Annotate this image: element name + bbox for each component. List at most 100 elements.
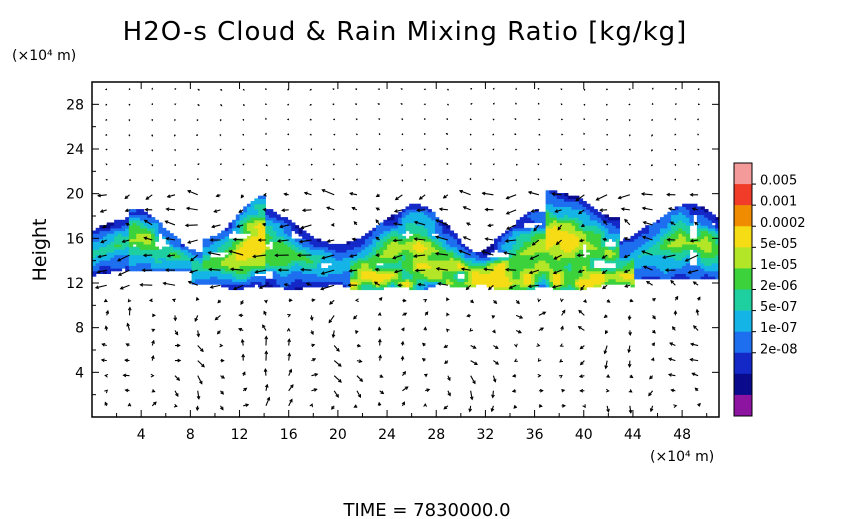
cloud-cell	[564, 276, 569, 280]
cloud-cell	[612, 251, 617, 256]
cloud-cell	[269, 251, 274, 256]
cloud-cell	[600, 219, 606, 224]
cloud-cell	[667, 211, 672, 216]
cloud-cell	[630, 251, 635, 256]
cloud-cell	[597, 230, 602, 234]
cloud-cell	[460, 284, 466, 288]
cloud-cell	[449, 265, 455, 269]
cloud-cell	[335, 246, 340, 250]
cloud-cell	[560, 217, 565, 221]
cloud-cell	[582, 214, 587, 218]
cloud-cell	[139, 219, 145, 224]
cloud-cell	[246, 257, 252, 261]
cloud-cell	[180, 254, 185, 258]
wind-vector	[463, 206, 471, 211]
wind-vector	[252, 254, 267, 258]
cloud-cell	[423, 243, 429, 248]
cloud-cell	[405, 251, 410, 256]
cloud-cell	[114, 254, 119, 258]
cloud-cell	[114, 259, 119, 264]
cloud-cell	[213, 273, 218, 277]
cloud-cell	[567, 281, 573, 285]
wind-vector-head	[331, 334, 336, 339]
cloud-cell	[272, 281, 278, 285]
cloud-cell	[423, 206, 429, 210]
cloud-cell	[700, 241, 705, 245]
cloud-cell	[280, 259, 285, 264]
cloud-cell	[527, 268, 532, 272]
wind-vector	[321, 269, 335, 275]
cloud-cell	[659, 246, 665, 250]
cloud-cell	[217, 249, 222, 253]
cloud-cell	[364, 238, 370, 242]
cloud-cell	[446, 227, 451, 232]
wind-vector-head	[443, 405, 448, 410]
cloud-cell	[187, 257, 193, 261]
cloud-cell	[254, 241, 259, 245]
cloud-cell	[648, 235, 654, 240]
cloud-cell	[409, 217, 414, 221]
cloud-cell	[446, 270, 451, 274]
cloud-cell	[99, 238, 104, 242]
cloud-cell	[582, 225, 587, 229]
cloud-cell	[567, 233, 573, 237]
wind-vector-head	[354, 88, 358, 91]
cloud-cell	[427, 262, 432, 266]
wind-vector-head	[583, 103, 586, 107]
cloud-cell	[685, 209, 691, 213]
cloud-cell	[390, 270, 396, 274]
wind-vector-head	[670, 279, 674, 284]
cloud-cell	[280, 281, 285, 285]
cloud-cell	[125, 233, 130, 237]
cloud-cell	[648, 233, 654, 237]
cloud-cell	[519, 246, 525, 250]
cloud-cell	[567, 201, 573, 205]
cloud-cell	[302, 230, 307, 234]
cloud-cell	[320, 254, 325, 258]
cloud-cell	[272, 222, 278, 226]
wind-vector-head	[560, 298, 564, 303]
wind-vector	[531, 209, 540, 213]
cloud-cell	[276, 214, 281, 218]
cloud-cell	[423, 257, 429, 261]
cloud-cell	[659, 233, 665, 237]
cloud-cell	[494, 265, 499, 269]
wind-vector-head	[105, 148, 108, 151]
cloud-cell	[423, 222, 429, 226]
wind-vector-head	[105, 134, 108, 137]
cloud-cell	[143, 230, 148, 234]
wind-vector-head	[423, 326, 428, 331]
cloud-cell	[505, 233, 510, 237]
cloud-cell	[420, 281, 425, 285]
cloud-cell	[309, 284, 314, 288]
cloud-cell	[538, 233, 543, 237]
cloud-cell	[265, 254, 270, 258]
cloud-cell	[405, 259, 410, 264]
cloud-cell	[420, 249, 425, 253]
cloud-cell	[593, 281, 598, 285]
cloud-cell	[648, 227, 654, 232]
cloud-cell	[453, 265, 458, 269]
cloud-cell	[564, 286, 569, 291]
cloud-cell	[291, 241, 296, 245]
cloud-cell	[449, 273, 455, 277]
cloud-cell	[206, 254, 211, 258]
cloud-cell	[243, 273, 248, 277]
cloud-cell	[575, 251, 580, 256]
cloud-cell	[564, 203, 569, 207]
cloud-cell	[269, 230, 274, 234]
wind-vector-head	[537, 298, 542, 303]
wind-vector-head	[184, 223, 189, 228]
wind-vector-head	[150, 373, 155, 378]
cloud-cell	[674, 251, 680, 256]
wind-vector-head	[517, 329, 522, 334]
cloud-cell	[265, 284, 270, 288]
cloud-cell	[671, 273, 676, 277]
cloud-cell	[128, 214, 134, 218]
cloud-cell	[578, 230, 584, 234]
wind-vector	[197, 390, 200, 399]
cloud-cell	[353, 259, 359, 264]
cloud-cell	[505, 257, 510, 261]
cloud-cell	[453, 276, 458, 280]
cloud-cell	[139, 214, 145, 218]
